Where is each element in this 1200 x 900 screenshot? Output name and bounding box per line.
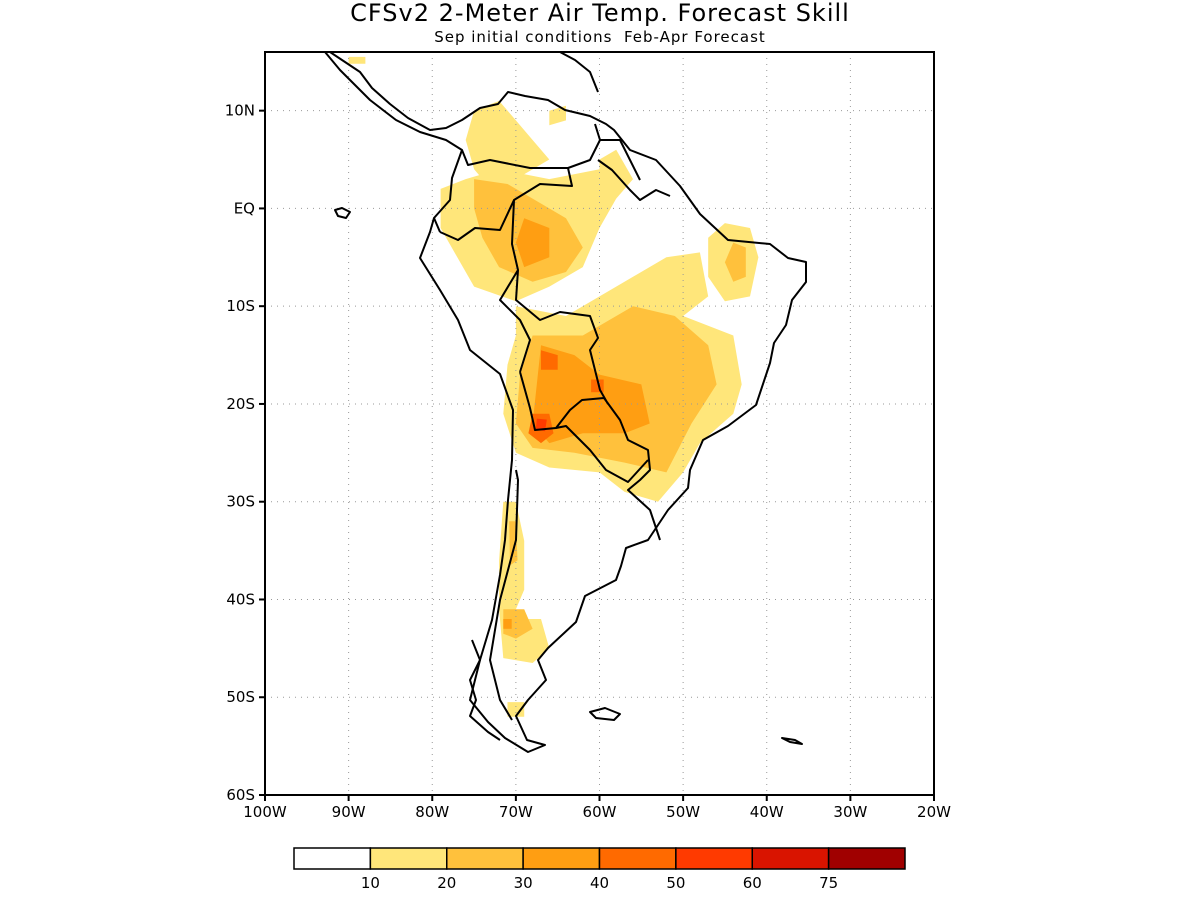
lon-label-100w: 100W xyxy=(243,803,287,821)
skill-region-western-amazon-inner xyxy=(515,218,550,268)
lat-label-50s: 50S xyxy=(226,688,255,706)
lon-label-90w: 90W xyxy=(332,803,366,821)
colorbar-swatch xyxy=(751,847,830,870)
map-title: CFSv2 2-Meter Air Temp. Forecast Skill xyxy=(350,0,850,27)
skill-shading xyxy=(348,56,759,717)
lat-label-eq: EQ xyxy=(234,199,255,217)
colorbar-label-40: 40 xyxy=(590,874,609,892)
skill-region-northeast-brazil-core xyxy=(724,242,746,282)
skill-region-central-inner xyxy=(532,345,650,444)
lon-label-40w: 40W xyxy=(750,803,784,821)
colorbar-swatch xyxy=(827,847,906,870)
latitude-labels: 10N EQ 10S 20S 30S 40S 50S 60S xyxy=(225,102,265,804)
skill-region-bolivia-hotspot xyxy=(541,350,558,370)
lon-label-30w: 30W xyxy=(833,803,867,821)
country-borders xyxy=(433,123,671,721)
galapagos xyxy=(334,207,351,219)
lat-label-60s: 60S xyxy=(226,786,255,804)
colorbar-label-75: 75 xyxy=(819,874,838,892)
lon-label-70w: 70W xyxy=(499,803,533,821)
coastlines-and-borders xyxy=(324,52,807,753)
colorbar-swatch xyxy=(598,847,677,870)
colorbar-label-60: 60 xyxy=(743,874,762,892)
colorbar-label-30: 30 xyxy=(514,874,533,892)
skill-region-patagonia-hotspot xyxy=(503,619,512,629)
lat-label-30s: 30S xyxy=(226,493,255,511)
lon-label-80w: 80W xyxy=(415,803,449,821)
lat-label-20s: 20S xyxy=(226,395,255,413)
skill-region-patagonia-core xyxy=(503,609,533,639)
lat-label-10s: 10S xyxy=(226,297,255,315)
skill-region-southern-tip xyxy=(507,702,525,717)
colorbar-label-10: 10 xyxy=(361,874,380,892)
longitude-labels: 100W 90W 80W 70W 60W 50W 40W 30W 20W xyxy=(243,795,951,821)
lat-label-40s: 40S xyxy=(226,590,255,608)
skill-region-central-america xyxy=(348,56,366,64)
falklands xyxy=(589,707,621,721)
skill-region-andes-hotspot xyxy=(535,418,547,432)
lon-label-60w: 60W xyxy=(583,803,617,821)
south-georgia xyxy=(781,737,803,745)
colorbar-swatch xyxy=(369,847,448,870)
map-subtitle: Sep initial conditions Feb-Apr Forecast xyxy=(434,28,766,46)
colorbar-label-20: 20 xyxy=(437,874,456,892)
lat-label-10n: 10N xyxy=(225,102,255,120)
colorbar-label-50: 50 xyxy=(666,874,685,892)
colorbar-swatch xyxy=(522,847,601,870)
cuba-coast xyxy=(559,52,599,93)
colorbar-swatch xyxy=(446,847,524,870)
lon-label-20w: 20W xyxy=(917,803,951,821)
colorbar-swatch xyxy=(293,847,372,870)
colorbar: 10 20 30 40 50 60 75 xyxy=(293,847,906,892)
south-america-coastline xyxy=(324,52,807,753)
lon-label-50w: 50W xyxy=(666,803,700,821)
chile-fjords xyxy=(469,639,501,741)
colorbar-swatch xyxy=(675,847,753,870)
